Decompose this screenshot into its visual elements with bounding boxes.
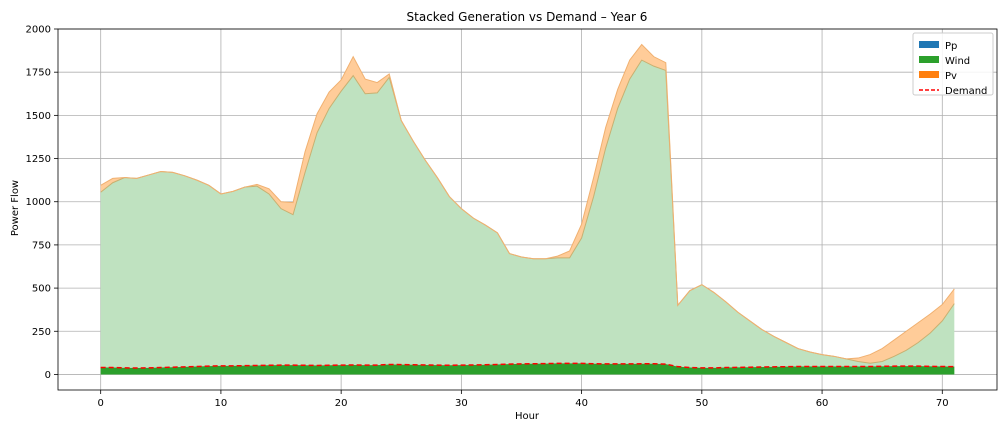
x-tick-label: 50 [695, 398, 708, 409]
y-axis-label: Power Flow [10, 180, 21, 236]
legend-label-pp: Pp [945, 41, 957, 52]
chart-title: Stacked Generation vs Demand – Year 6 [407, 10, 648, 24]
legend-box [912, 32, 994, 96]
wind-surplus-area [100, 60, 955, 375]
y-tick-label: 0 [45, 370, 51, 381]
y-tick-label: 2000 [26, 25, 51, 36]
y-tick-label: 1000 [26, 197, 51, 208]
x-tick-label: 0 [97, 398, 103, 409]
y-tick-label: 250 [32, 327, 51, 338]
x-axis-label: Hour [515, 411, 540, 422]
legend-label-demand: Demand [945, 86, 987, 97]
x-tick-label: 30 [455, 398, 468, 409]
axes-frame [57, 28, 998, 391]
legend-swatch-pv [919, 71, 939, 78]
y-tick-label: 1750 [26, 68, 51, 79]
pv-top-edge [100, 43, 955, 360]
x-tick-label: 40 [575, 398, 588, 409]
y-tick-label: 750 [32, 240, 51, 251]
demand-line [100, 362, 955, 369]
x-tick-label: 70 [936, 398, 949, 409]
x-tick-label: 20 [335, 398, 348, 409]
y-tick-label: 500 [32, 284, 51, 295]
legend: Pp Wind Pv Demand [912, 32, 994, 97]
legend-label-wind: Wind [945, 56, 970, 67]
x-tick-label: 60 [816, 398, 829, 409]
legend-swatch-pp [919, 41, 939, 48]
legend-swatch-wind [919, 56, 939, 63]
plot-area: 0 10 20 30 40 50 60 70 0 250 500 750 1000 1250 1500 175… [26, 25, 998, 409]
legend-label-pv: Pv [945, 71, 957, 82]
wind-served-area [100, 363, 955, 375]
x-tick-label: 10 [215, 398, 228, 409]
y-tick-label: 1250 [26, 154, 51, 165]
y-tick-label: 1500 [26, 111, 51, 122]
